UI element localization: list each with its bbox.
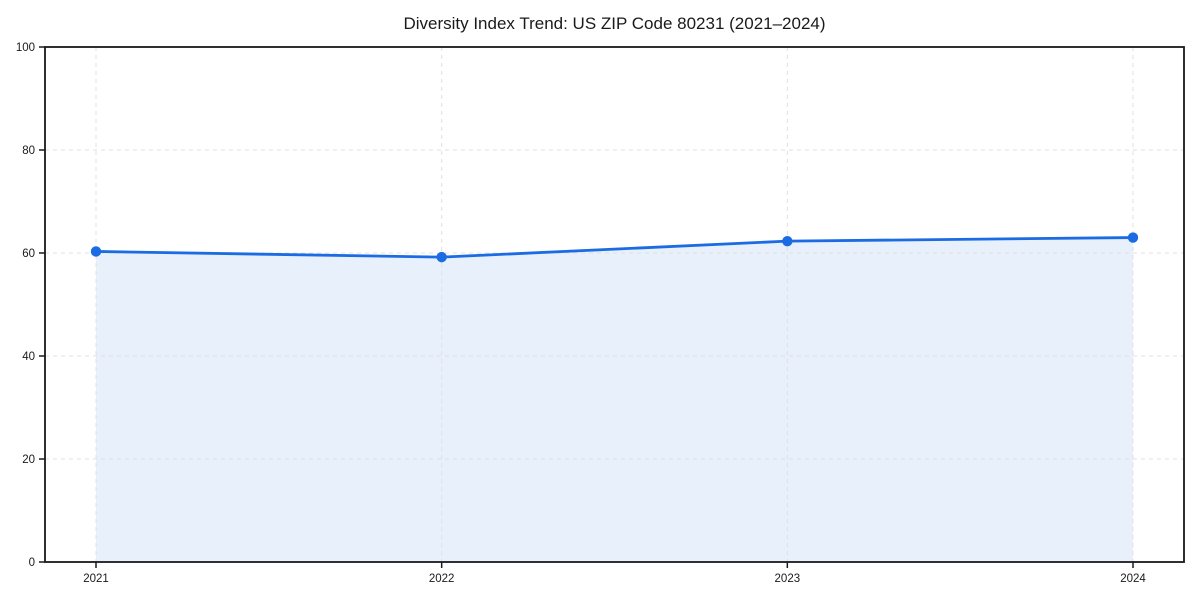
y-tick-label: 100 — [16, 42, 35, 54]
x-tick-label: 2024 — [1120, 573, 1146, 585]
x-tick-label: 2022 — [429, 573, 455, 585]
plot-border — [44, 46, 1185, 563]
y-tick-label: 0 — [29, 557, 35, 569]
y-tick-labels: 0 20 40 60 80 100 — [16, 42, 35, 569]
data-point — [436, 251, 447, 263]
data-point — [782, 235, 793, 247]
y-tick-label: 80 — [22, 145, 35, 157]
x-tick-labels: 2021 2022 2023 2024 — [83, 573, 1146, 585]
data-point — [90, 246, 102, 257]
chart-title: Diversity Index Trend: US ZIP Code 80231… — [403, 14, 825, 33]
x-tick-label: 2021 — [83, 573, 109, 585]
y-tick-label: 60 — [22, 248, 35, 260]
data-point — [1127, 232, 1139, 243]
area-fill-path — [96, 237, 1133, 563]
gridlines — [45, 47, 1184, 562]
area-fill — [96, 237, 1133, 563]
y-tick-label: 20 — [22, 454, 35, 466]
data-points — [90, 232, 1139, 263]
axis-ticks — [39, 46, 1134, 568]
trend-line — [94, 236, 1135, 259]
x-tick-label: 2023 — [775, 573, 801, 585]
y-tick-label: 40 — [22, 351, 35, 363]
trend-line-path — [94, 236, 1135, 259]
